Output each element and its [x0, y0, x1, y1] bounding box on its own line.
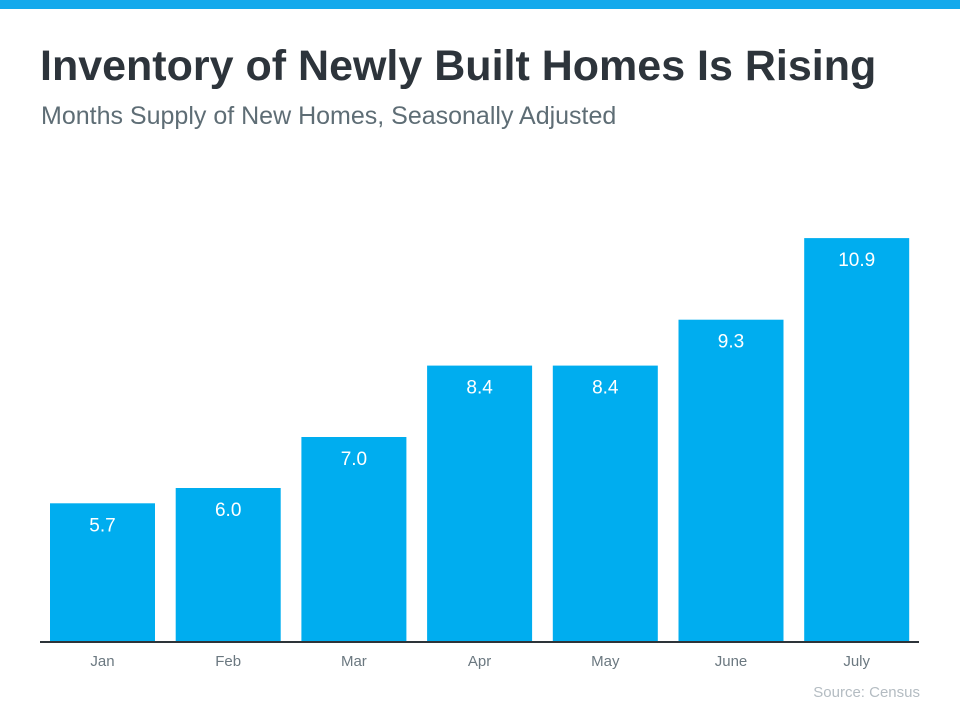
x-tick-label: July [843, 653, 870, 670]
data-label: 6.0 [215, 500, 241, 521]
data-label: 5.7 [89, 515, 115, 536]
data-label: 7.0 [341, 449, 367, 470]
x-tick-label: Feb [215, 653, 241, 670]
data-label: 10.9 [838, 250, 875, 271]
bar-july [804, 238, 910, 641]
data-label: 8.4 [466, 378, 493, 399]
data-label: 9.3 [718, 332, 744, 353]
x-tick-label: Jan [90, 653, 114, 670]
bar-feb [175, 488, 281, 641]
x-tick-label: May [591, 653, 620, 670]
x-tick-label: June [715, 653, 748, 670]
bar-apr [427, 365, 533, 641]
x-tick-label: Apr [468, 653, 491, 670]
source-note: Source: Census [813, 684, 920, 701]
top-accent-bar [0, 0, 960, 9]
chart-subtitle: Months Supply of New Homes, Seasonally A… [41, 102, 617, 130]
chart-title: Inventory of Newly Built Homes Is Rising [40, 42, 877, 90]
data-label: 8.4 [592, 378, 619, 399]
x-tick-label: Mar [341, 653, 367, 670]
bar-jan [50, 503, 155, 641]
bar-mar [301, 437, 407, 641]
bar-june [678, 319, 784, 641]
bar-may [552, 365, 658, 641]
